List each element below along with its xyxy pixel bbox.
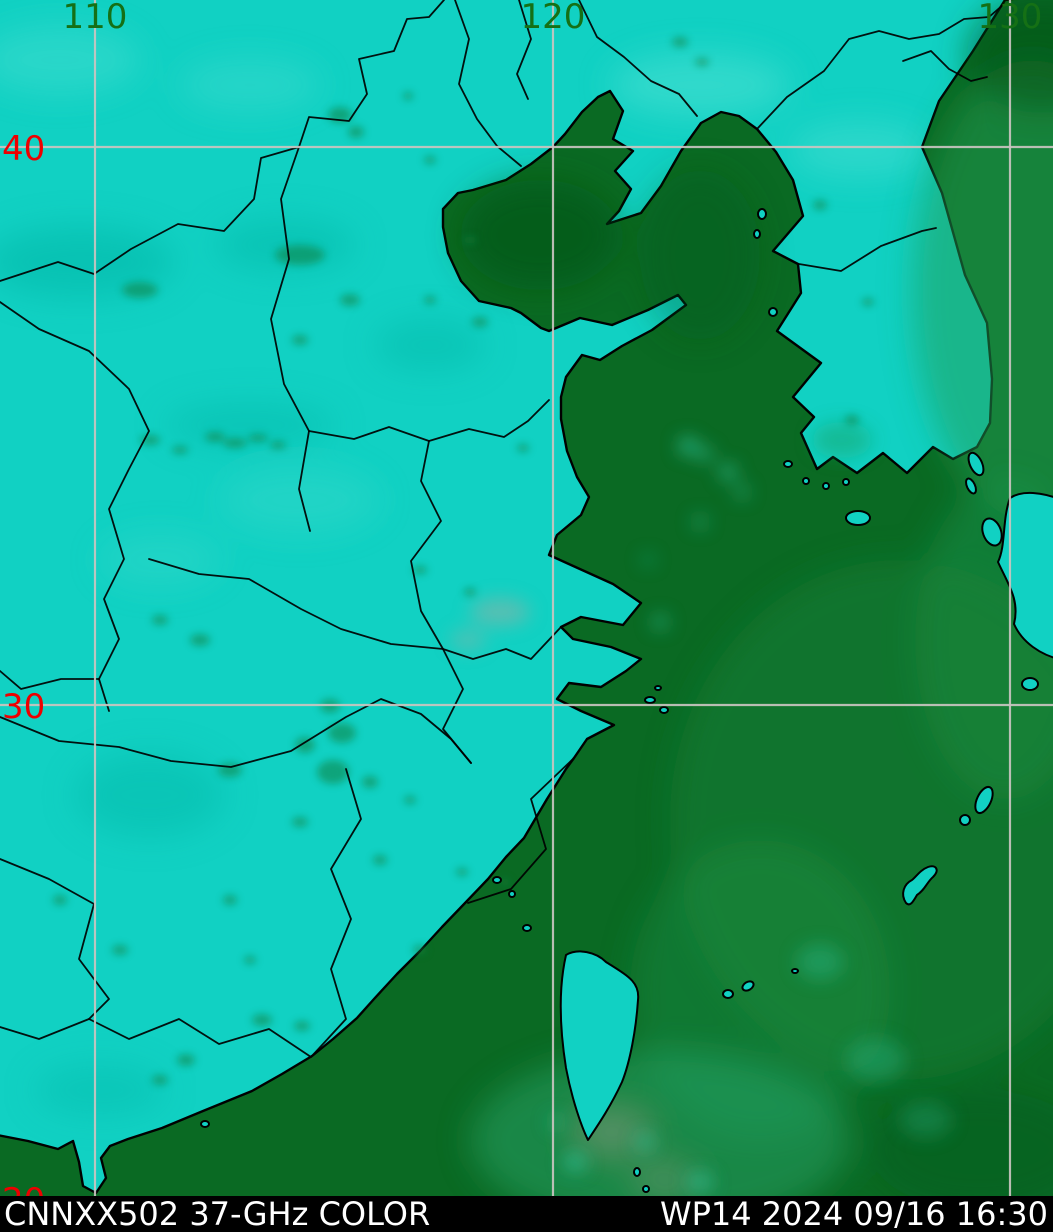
tsushima-island xyxy=(967,451,985,477)
island xyxy=(642,1185,650,1193)
sea-texture xyxy=(460,0,1053,1196)
island xyxy=(200,1120,210,1128)
taiwan-island xyxy=(559,950,640,1141)
product-label: CNNXX502 37-GHz COLOR xyxy=(4,1195,431,1232)
island xyxy=(1021,677,1039,691)
island xyxy=(768,307,778,317)
island xyxy=(659,706,669,714)
goto-island xyxy=(981,517,1003,547)
island xyxy=(802,477,810,485)
island xyxy=(492,876,502,884)
lat-label-20: 20 xyxy=(2,1181,45,1196)
kyushu-island xyxy=(997,492,1053,659)
province-borders xyxy=(0,0,1005,1058)
gridlines xyxy=(0,0,1053,1196)
island xyxy=(959,814,971,826)
yalu-border xyxy=(756,3,1005,130)
island xyxy=(722,989,734,999)
storm-datetime-label: WP14 2024 09/16 16:30 xyxy=(659,1195,1048,1232)
land-texture xyxy=(0,26,930,1116)
island xyxy=(741,980,755,992)
island xyxy=(753,229,761,239)
tsushima-island xyxy=(965,477,977,495)
island xyxy=(654,685,662,691)
coordinate-labels: 110 120 130 40 30 20 xyxy=(2,0,1042,1196)
island xyxy=(757,208,767,220)
lon-label-110: 110 xyxy=(63,0,128,37)
lat-label-30: 30 xyxy=(2,687,45,727)
island xyxy=(842,478,850,486)
island xyxy=(822,482,830,490)
dmz-border xyxy=(798,227,937,272)
lon-label-120: 120 xyxy=(521,0,586,37)
lat-label-40: 40 xyxy=(2,129,45,169)
island xyxy=(791,968,799,974)
jeju-island xyxy=(845,510,871,526)
islands xyxy=(200,208,1053,1193)
okinawa-island xyxy=(902,865,938,906)
amami-island xyxy=(974,785,994,815)
island xyxy=(783,460,793,468)
lon-label-130: 130 xyxy=(978,0,1043,37)
zhoushan-island xyxy=(644,696,656,704)
island xyxy=(508,890,516,898)
island xyxy=(522,924,532,932)
island xyxy=(633,1167,641,1177)
satellite-map: 110 120 130 40 30 20 xyxy=(0,0,1053,1196)
primorye-coast xyxy=(902,50,988,82)
footer-bar: CNNXX502 37-GHz COLOR WP14 2024 09/16 16… xyxy=(0,1196,1053,1232)
